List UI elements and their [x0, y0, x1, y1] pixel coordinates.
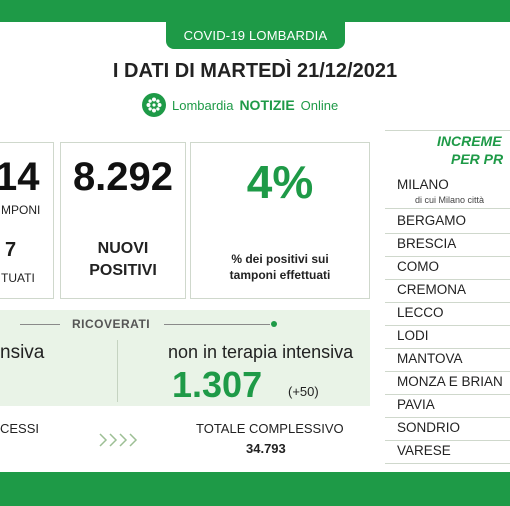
brand-name-lombardia: Lombardia — [172, 97, 234, 113]
tamponi-label: MPONI — [1, 203, 41, 217]
province-row-milano: MILANO di cui Milano città — [385, 176, 510, 209]
decessi-label: CESSI — [0, 421, 40, 436]
province-row-sondrio: SONDRIO — [385, 417, 510, 441]
percent-value: 4% — [246, 156, 314, 208]
totale-complessivo-label: TOTALE COMPLESSIVO — [196, 421, 344, 436]
province-name: MILANO — [397, 177, 449, 192]
header-bar — [0, 0, 510, 22]
non-terapia-intensiva-delta: (+50) — [288, 384, 319, 399]
province-name: LECCO — [397, 305, 444, 320]
province-name: BRESCIA — [397, 236, 457, 251]
totale-complessivo-value: 34.793 — [246, 441, 286, 456]
percent-note-1: % dei positivi sui — [231, 252, 329, 266]
footer-bar — [0, 472, 510, 506]
province-name: CREMONA — [397, 282, 467, 297]
province-row-brescia: BRESCIA — [385, 233, 510, 257]
brand-logo-block: Lombardia NOTIZIE Online — [142, 92, 338, 118]
ricoverati-divider-left — [20, 324, 60, 325]
chevrons-icon — [98, 430, 138, 455]
provinces-heading-1: INCREME — [437, 133, 502, 149]
percent-positivi-box: 4% % dei positivi sui tamponi effettuati — [190, 142, 370, 299]
province-row-bergamo: BERGAMO — [385, 210, 510, 234]
ricoverati-vertical-divider — [117, 340, 118, 402]
percent-note-2: tamponi effettuati — [229, 268, 331, 282]
province-row-pavia: PAVIA — [385, 394, 510, 418]
tamponi-sub-value: 7 — [5, 239, 17, 261]
brand-name-online: Online — [300, 97, 339, 113]
ricoverati-panel — [0, 310, 370, 406]
tamponi-value: 14 — [0, 155, 40, 199]
province-note: di cui Milano città — [415, 195, 485, 205]
provinces-heading-2: PER PR — [451, 151, 504, 167]
non-terapia-intensiva-value: 1.307 — [172, 364, 263, 405]
provinces-top-rule — [385, 130, 510, 131]
province-name: VARESE — [397, 443, 451, 458]
nuovi-positivi-value: 8.292 — [72, 155, 174, 199]
nuovi-positivi-label-2: POSITIVI — [89, 262, 157, 279]
nuovi-positivi-label-1: NUOVI — [97, 240, 149, 257]
ricoverati-title: RICOVERATI — [72, 317, 151, 331]
province-row-cremona: CREMONA — [385, 279, 510, 303]
province-row-varese: VARESE — [385, 440, 510, 464]
non-terapia-intensiva-label: non in terapia intensiva — [168, 342, 354, 362]
nuovi-positivi-box: 8.292 NUOVI POSITIVI — [60, 142, 186, 299]
tamponi-box: 14 MPONI 7 TUATI — [0, 142, 54, 299]
province-name: MANTOVA — [397, 351, 463, 366]
province-row-lodi: LODI — [385, 325, 510, 349]
province-name: BERGAMO — [397, 213, 467, 228]
ricoverati-dot — [271, 321, 277, 327]
region-tag: COVID-19 LOMBARDIA — [166, 22, 345, 49]
province-row-lecco: LECCO — [385, 302, 510, 326]
province-row-monza-e-brianza: MONZA E BRIAN — [385, 371, 510, 395]
province-name: MONZA E BRIAN — [397, 374, 503, 389]
brand-name-notizie: NOTIZIE — [239, 97, 295, 113]
ricoverati-divider-right — [164, 324, 270, 325]
province-name: COMO — [397, 259, 439, 274]
terapia-intensiva-label: nsiva — [0, 342, 45, 363]
tamponi-sub-label: TUATI — [1, 271, 35, 285]
province-name: SONDRIO — [397, 420, 461, 435]
province-row-mantova: MANTOVA — [385, 348, 510, 372]
province-name: LODI — [397, 328, 429, 343]
lombardia-rose-icon — [142, 93, 166, 117]
page-title: I DATI DI MARTEDÌ 21/12/2021 — [112, 60, 398, 82]
province-row-como: COMO — [385, 256, 510, 280]
province-name: PAVIA — [397, 397, 435, 412]
